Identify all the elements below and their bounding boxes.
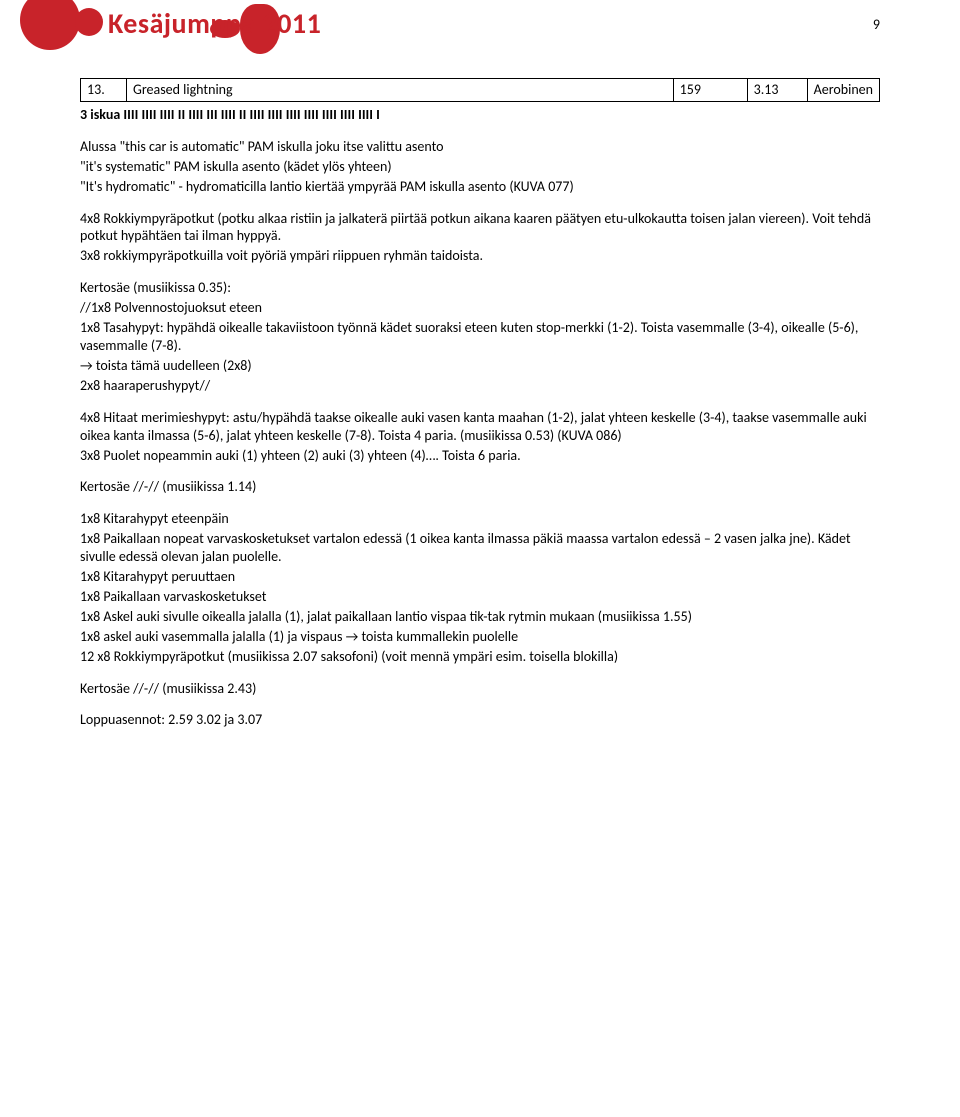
cell-name: Greased lightning [127,79,674,102]
text-line: 1x8 Paikallaan nopeat varvaskosketukset … [80,530,880,566]
text-line: 4x8 Hitaat merimieshypyt: astu/hypähdä t… [80,409,880,445]
intro-block: Alussa "this car is automatic" PAM iskul… [80,138,880,196]
header-title: Kesäjumppa 2011 [108,6,321,41]
text-line: 1x8 Paikallaan varvaskosketukset [80,588,880,606]
kertosae-3: Kertosäe //-// (musiikissa 2.43) [80,680,880,698]
text-line: 1x8 askel auki vasemmalla jalalla (1) ja… [80,628,880,646]
text-line: 1x8 Kitarahypyt peruuttaen [80,568,880,586]
text-line: //1x8 Polvennostojuoksut eteen [80,299,880,317]
cell-number: 13. [81,79,127,102]
text-line: 4x8 Rokkiympyräpotkut (potku alkaa risti… [80,210,880,246]
cell-col5: Aerobinen [807,79,879,102]
logo-shape [75,8,103,36]
block-1: 4x8 Rokkiympyräpotkut (potku alkaa risti… [80,210,880,266]
text-line: 1x8 Tasahypyt: hypähdä oikealle takaviis… [80,319,880,355]
text-line: 1x8 Askel auki sivulle oikealla jalalla … [80,608,880,626]
text-line: Alussa "this car is automatic" PAM iskul… [80,138,880,156]
text-line: 3x8 rokkiympyräpotkuilla voit pyöriä ymp… [80,247,880,265]
page-header: Kesäjumppa 2011 9 [0,0,960,58]
text-line: "It's hydromatic" - hydromaticilla lanti… [80,178,880,196]
kertosae-2: Kertosäe //-// (musiikissa 1.14) [80,478,880,496]
text-line: 12 x8 Rokkiympyräpotkut (musiikissa 2.07… [80,648,880,666]
block-2: 4x8 Hitaat merimieshypyt: astu/hypähdä t… [80,409,880,465]
text-line: "it's systematic" PAM iskulla asento (kä… [80,158,880,176]
table-row: 13. Greased lightning 159 3.13 Aerobinen [81,79,880,102]
text-line: 2x8 haaraperushypyt// [80,377,880,395]
counts-line: 3 iskua IIII IIII IIII II IIII III IIII … [80,106,880,124]
kertosae-title: Kertosäe (musiikissa 0.35): [80,279,880,297]
cell-col4: 3.13 [747,79,807,102]
lesson-table: 13. Greased lightning 159 3.13 Aerobinen [80,78,880,102]
text-line: 3x8 Puolet nopeammin auki (1) yhteen (2)… [80,447,880,465]
cell-col3: 159 [673,79,747,102]
page-number: 9 [873,16,880,33]
block-3: 1x8 Kitarahypyt eteenpäin 1x8 Paikallaan… [80,510,880,665]
logo-shape [20,0,80,50]
text-line: → toista tämä uudelleen (2x8) [80,357,880,375]
document-body: 13. Greased lightning 159 3.13 Aerobinen… [0,58,960,771]
loppu-line: Loppuasennot: 2.59 3.02 ja 3.07 [80,711,880,729]
kertosae-block: Kertosäe (musiikissa 0.35): //1x8 Polven… [80,279,880,394]
text-line: 1x8 Kitarahypyt eteenpäin [80,510,880,528]
